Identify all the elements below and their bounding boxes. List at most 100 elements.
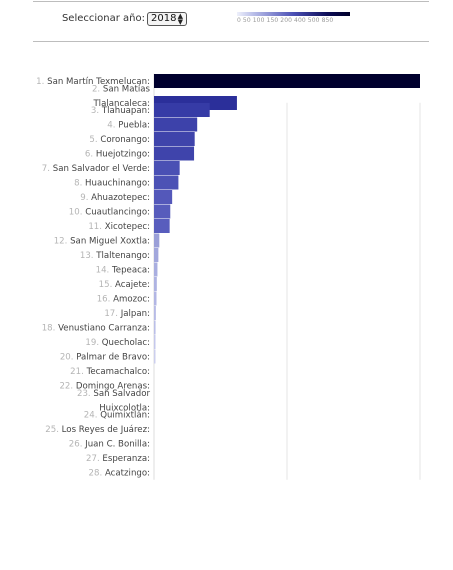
rank-label: 25. xyxy=(45,425,61,435)
rank-label: 20. xyxy=(60,353,76,363)
bar-row: 13. Tlaltenango: xyxy=(80,248,159,262)
municipality-label: Tlalancaleca: xyxy=(92,99,150,109)
bar-row: 25. Los Reyes de Juárez: xyxy=(45,425,150,435)
legend-gradient xyxy=(237,12,350,16)
rank-label: 8. xyxy=(74,179,85,189)
name-label: Xicotepec: xyxy=(105,222,150,232)
bar-row: 6. Huejotzingo: xyxy=(85,146,195,161)
municipality-label: 17. Jalpan: xyxy=(104,309,150,319)
bar[interactable] xyxy=(154,103,210,117)
bar[interactable] xyxy=(154,233,160,248)
municipality-label: 24. Quimixtlán: xyxy=(84,411,150,421)
rank-label: 10. xyxy=(69,208,85,218)
name-label: San Salvador xyxy=(93,389,150,399)
bar[interactable] xyxy=(154,248,159,262)
bar[interactable] xyxy=(154,190,173,204)
name-label: Amozoc: xyxy=(113,295,150,305)
rank-label: 15. xyxy=(99,280,115,290)
bar[interactable] xyxy=(154,262,158,277)
bar-row: 16. Amozoc: xyxy=(97,291,157,306)
name-label: San Matías xyxy=(103,84,151,94)
rank-label: 27. xyxy=(86,454,102,464)
municipality-label: 27. Esperanza: xyxy=(86,454,150,464)
bar[interactable] xyxy=(154,117,198,132)
bar-row: 9. Ahuazotepec: xyxy=(80,190,173,204)
bar[interactable] xyxy=(154,306,156,320)
name-label: San Martín Texmelucan: xyxy=(47,77,150,87)
name-label: Jalpan: xyxy=(120,309,150,319)
rank-label: 2. xyxy=(92,84,103,94)
bar-row: 5. Coronango: xyxy=(89,132,195,146)
bar[interactable] xyxy=(154,175,179,190)
municipality-label: 12. San Miguel Xoxtla: xyxy=(54,237,150,247)
municipality-label: 28. Acatzingo: xyxy=(89,469,150,479)
name-label: Venustiano Carranza: xyxy=(58,324,150,334)
rank-label: 17. xyxy=(104,309,120,319)
bar-row: 1. San Martín Texmelucan: xyxy=(36,74,420,88)
municipality-label: 26. Juan C. Bonilla: xyxy=(69,440,150,450)
rank-label: 4. xyxy=(107,121,118,131)
name-label: Puebla: xyxy=(118,121,150,131)
municipality-label: 19. Quecholac: xyxy=(85,338,150,348)
bar[interactable] xyxy=(154,146,195,161)
bar-row: 21. Tecamachalco: xyxy=(70,367,150,377)
name-label: Tepeaca: xyxy=(111,266,150,276)
municipality-label: 9. Ahuazotepec: xyxy=(80,193,150,203)
bar[interactable] xyxy=(154,204,171,219)
bar-row: 20. Palmar de Bravo: xyxy=(60,349,156,364)
name-label: Tecamachalco: xyxy=(86,367,150,377)
bar[interactable] xyxy=(154,320,156,335)
rank-label: 24. xyxy=(84,411,100,421)
bar-row: 23. San Salvador Huixcolotla: xyxy=(77,389,150,414)
name-label: Juan C. Bonilla: xyxy=(84,440,150,450)
bar[interactable] xyxy=(154,161,180,175)
rank-label: 21. xyxy=(70,367,86,377)
year-select[interactable]: 2018 ▲ ▼ xyxy=(147,12,187,26)
name-label: Domingo Arenas: xyxy=(76,382,150,392)
bar-row: 18. Venustiano Carranza: xyxy=(42,320,156,335)
rank-label: 22. xyxy=(59,382,75,392)
name-label: Ahuazotepec: xyxy=(91,193,150,203)
rank-label: 26. xyxy=(69,440,85,450)
bar-row: 3. Tlahuapan: xyxy=(91,103,210,117)
municipality-label: 20. Palmar de Bravo: xyxy=(60,353,150,363)
top-divider xyxy=(33,1,429,2)
municipality-label: 7. San Salvador el Verde: xyxy=(42,164,150,174)
bar-row: 10. Cuautlancingo: xyxy=(69,204,171,219)
municipality-label: 5. Coronango: xyxy=(89,135,150,145)
bar[interactable] xyxy=(154,291,157,306)
year-control: Seleccionar año: 2018 ▲ ▼ xyxy=(0,12,190,28)
bar[interactable] xyxy=(154,74,420,88)
rank-label: 3. xyxy=(91,106,102,116)
rank-label: 9. xyxy=(80,193,91,203)
bar-row: 12. San Miguel Xoxtla: xyxy=(54,233,160,248)
municipality-label: 22. Domingo Arenas: xyxy=(59,382,150,392)
bar-row: 19. Quecholac: xyxy=(85,335,156,349)
bar-chart: 1. San Martín Texmelucan:2. San Matías Tl… xyxy=(36,73,421,480)
legend-ticks: 0 50 100 150 200 400 500 850 xyxy=(237,17,334,24)
bar-row: 8. Huauchinango: xyxy=(74,175,179,190)
municipality-label: 2. San Matías xyxy=(92,84,151,94)
rank-label: 18. xyxy=(42,324,58,334)
name-label: Acatzingo: xyxy=(105,469,150,479)
name-label: Tlaltenango: xyxy=(95,251,150,261)
bar-row: 17. Jalpan: xyxy=(104,306,156,320)
bar-row: 4. Puebla: xyxy=(107,117,198,132)
bottom-divider xyxy=(33,41,429,42)
bar-row: 26. Juan C. Bonilla: xyxy=(69,440,150,450)
name-label: Quimixtlán: xyxy=(100,411,150,421)
municipality-label: 23. San Salvador xyxy=(77,389,150,399)
bar[interactable] xyxy=(154,219,170,233)
select-arrows-icon: ▲ ▼ xyxy=(177,12,183,26)
bar[interactable] xyxy=(154,349,156,364)
municipality-label: 6. Huejotzingo: xyxy=(85,150,150,160)
bar[interactable] xyxy=(154,132,195,146)
bar[interactable] xyxy=(154,277,157,291)
name-label: Acajete: xyxy=(115,280,150,290)
bar[interactable] xyxy=(154,335,156,349)
bar-row: 7. San Salvador el Verde: xyxy=(42,161,180,175)
rank-label: 16. xyxy=(97,295,113,305)
municipality-label: 16. Amozoc: xyxy=(97,295,150,305)
name-label: Esperanza: xyxy=(102,454,150,464)
bar-row: 22. Domingo Arenas: xyxy=(59,382,150,392)
